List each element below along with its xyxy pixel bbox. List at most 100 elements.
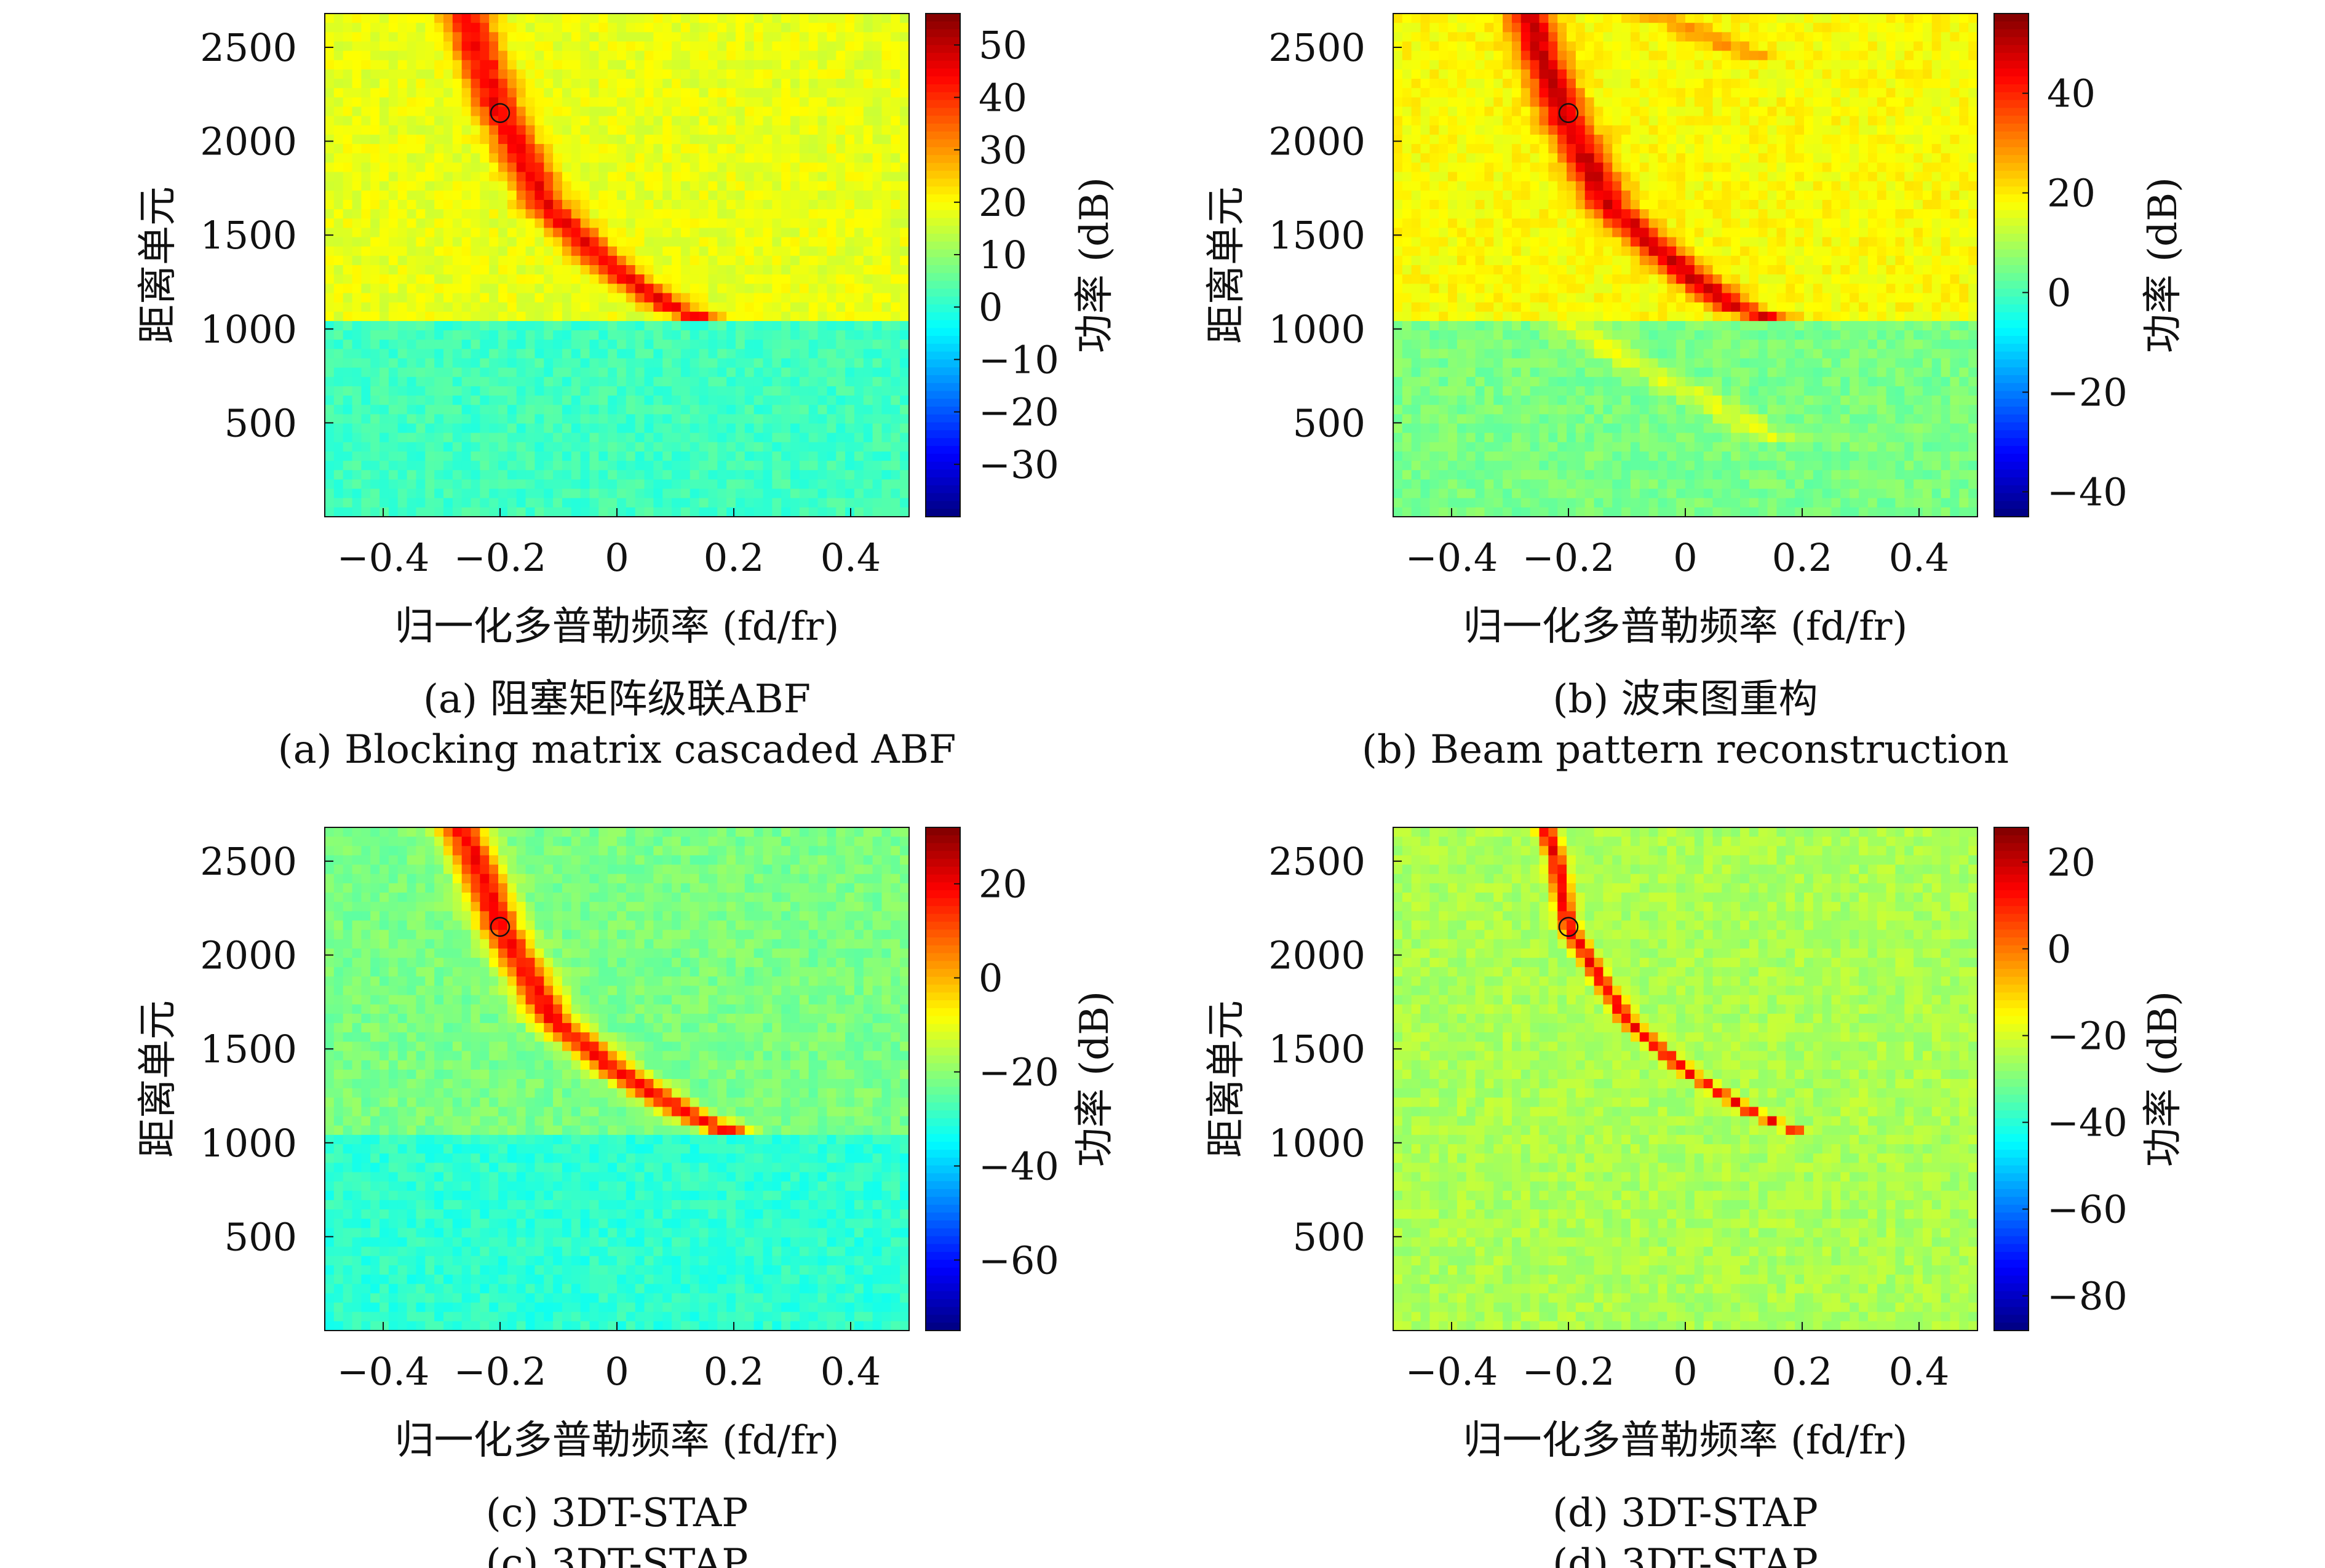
heatmap-cell bbox=[361, 265, 371, 275]
heatmap-cell bbox=[388, 470, 399, 480]
heatmap-cell bbox=[1612, 97, 1622, 108]
heatmap-cell bbox=[452, 162, 463, 173]
heatmap-cell bbox=[735, 442, 745, 452]
heatmap-cell bbox=[1685, 32, 1695, 42]
heatmap-cell bbox=[680, 423, 691, 434]
heatmap-cell bbox=[598, 507, 608, 517]
heatmap-cell bbox=[535, 41, 544, 52]
heatmap-cell bbox=[690, 274, 700, 284]
heatmap-cell bbox=[891, 50, 900, 61]
heatmap-cell bbox=[672, 181, 682, 191]
heatmap-cell bbox=[1758, 190, 1768, 201]
heatmap-cell bbox=[863, 79, 873, 89]
heatmap-cell bbox=[1786, 153, 1795, 163]
heatmap-cell bbox=[598, 320, 608, 331]
colorbar-step bbox=[926, 485, 960, 494]
heatmap-cell bbox=[1740, 125, 1750, 135]
heatmap-cell bbox=[516, 507, 527, 517]
heatmap-cell bbox=[1639, 199, 1650, 210]
heatmap-cell bbox=[1822, 14, 1832, 23]
heatmap-cell bbox=[672, 330, 682, 340]
heatmap-cell bbox=[1877, 60, 1887, 70]
heatmap-cell bbox=[699, 284, 709, 294]
heatmap-cell bbox=[416, 32, 426, 42]
heatmap-cell bbox=[617, 246, 627, 257]
heatmap-cell bbox=[781, 106, 791, 117]
heatmap-cell bbox=[817, 349, 827, 359]
heatmap-cell bbox=[388, 386, 399, 396]
heatmap-cell bbox=[343, 228, 353, 238]
heatmap-cell bbox=[489, 162, 499, 173]
heatmap-cell bbox=[370, 498, 380, 508]
heatmap-cell bbox=[333, 41, 344, 52]
colorbar-tick-label: 50 bbox=[979, 23, 1027, 68]
heatmap-cell bbox=[1475, 50, 1485, 61]
heatmap-cell bbox=[452, 116, 463, 126]
heatmap-cell bbox=[1575, 199, 1586, 210]
heatmap-cell bbox=[1831, 79, 1841, 89]
heatmap-cell bbox=[452, 181, 463, 191]
heatmap-cell bbox=[799, 32, 809, 42]
heatmap-cell bbox=[370, 320, 380, 331]
heatmap-cell bbox=[416, 199, 426, 210]
heatmap-cell bbox=[1530, 162, 1540, 173]
heatmap-cell bbox=[845, 97, 855, 108]
heatmap-cell bbox=[553, 88, 563, 98]
heatmap-cell bbox=[1959, 134, 1969, 145]
heatmap-cell bbox=[900, 162, 910, 173]
heatmap-cell bbox=[1803, 79, 1814, 89]
heatmap-cell bbox=[1931, 172, 1942, 182]
heatmap-cell bbox=[1859, 50, 1869, 61]
heatmap-cell bbox=[1877, 50, 1887, 61]
heatmap-cell bbox=[1402, 116, 1412, 126]
heatmap-cell bbox=[799, 442, 809, 452]
heatmap-cell bbox=[1567, 41, 1576, 52]
heatmap-cell bbox=[1877, 97, 1887, 108]
heatmap-cell bbox=[808, 488, 819, 499]
heatmap-cell bbox=[1511, 97, 1522, 108]
heatmap-cell bbox=[1731, 134, 1741, 145]
heatmap-cell bbox=[589, 470, 599, 480]
heatmap-cell bbox=[662, 320, 672, 331]
heatmap-cell bbox=[1749, 50, 1759, 61]
heatmap-cell bbox=[352, 218, 362, 229]
heatmap-cell bbox=[1439, 134, 1449, 145]
heatmap-cell bbox=[1429, 32, 1439, 42]
heatmap-cell bbox=[1886, 88, 1896, 98]
heatmap-cell bbox=[626, 479, 636, 490]
heatmap-cell bbox=[1639, 116, 1650, 126]
heatmap-cell bbox=[644, 162, 654, 173]
heatmap-cell bbox=[461, 498, 472, 508]
heatmap-cell bbox=[443, 125, 453, 135]
heatmap-cell bbox=[1393, 190, 1403, 201]
heatmap-cell bbox=[1850, 79, 1859, 89]
heatmap-cell bbox=[544, 340, 554, 349]
heatmap-cell bbox=[854, 442, 864, 452]
heatmap-cell bbox=[1530, 60, 1540, 70]
heatmap-cell bbox=[553, 396, 563, 405]
heatmap-cell bbox=[1840, 181, 1850, 191]
heatmap-cell bbox=[544, 125, 554, 135]
heatmap-cell bbox=[1539, 69, 1549, 79]
heatmap-cell bbox=[1886, 69, 1896, 79]
heatmap-cell bbox=[1548, 172, 1558, 182]
heatmap-cell bbox=[790, 153, 800, 163]
heatmap-cell bbox=[1503, 144, 1512, 154]
heatmap-cell bbox=[388, 293, 399, 303]
heatmap-cell bbox=[881, 255, 891, 266]
heatmap-cell bbox=[1584, 79, 1595, 89]
heatmap-cell bbox=[708, 246, 718, 257]
heatmap-cell bbox=[1584, 69, 1595, 79]
heatmap-cell bbox=[617, 396, 627, 405]
heatmap-cell bbox=[1712, 162, 1722, 173]
heatmap-cell bbox=[744, 265, 755, 275]
heatmap-cell bbox=[1557, 218, 1567, 229]
heatmap-cell bbox=[799, 376, 809, 387]
heatmap-cell bbox=[562, 60, 572, 70]
heatmap-cell bbox=[598, 88, 608, 98]
heatmap-cell bbox=[535, 265, 544, 275]
heatmap-cell bbox=[1831, 190, 1841, 201]
heatmap-cell bbox=[489, 340, 499, 349]
heatmap-cell bbox=[1539, 50, 1549, 61]
heatmap-cell bbox=[1493, 172, 1503, 182]
